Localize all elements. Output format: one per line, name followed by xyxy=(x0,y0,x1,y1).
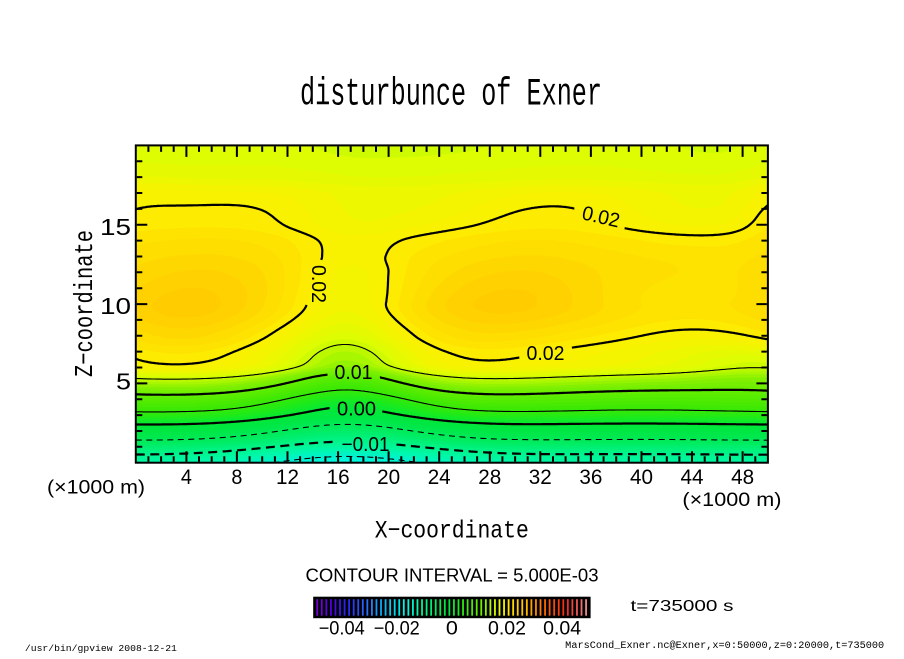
svg-text:24: 24 xyxy=(428,466,451,489)
svg-text:t=735000 s: t=735000 s xyxy=(631,598,734,615)
svg-text:(×1000 m): (×1000 m) xyxy=(682,490,781,511)
svg-text:12: 12 xyxy=(276,466,299,489)
svg-text:(×1000 m): (×1000 m) xyxy=(47,478,145,499)
svg-text:−0.04: −0.04 xyxy=(319,619,365,640)
svg-text:0.00: 0.00 xyxy=(337,399,376,421)
svg-text:8: 8 xyxy=(231,466,242,489)
svg-text:20: 20 xyxy=(377,466,400,489)
svg-text:disturbunce of Exner: disturbunce of Exner xyxy=(300,73,602,117)
svg-text:−0.01: −0.01 xyxy=(342,434,390,456)
svg-text:16: 16 xyxy=(327,466,350,489)
svg-text:0.02: 0.02 xyxy=(527,343,565,365)
svg-text:48: 48 xyxy=(731,466,754,489)
svg-text:X−coordinate: X−coordinate xyxy=(375,517,529,546)
svg-text:−0.02: −0.02 xyxy=(374,619,420,640)
svg-text:0: 0 xyxy=(446,619,458,640)
svg-text:10: 10 xyxy=(100,293,131,319)
svg-text:15: 15 xyxy=(100,214,131,240)
svg-text:CONTOUR INTERVAL = 5.000E-03: CONTOUR INTERVAL = 5.000E-03 xyxy=(306,566,599,586)
svg-text:0.02: 0.02 xyxy=(488,619,526,640)
svg-text:44: 44 xyxy=(681,466,704,489)
svg-text:4: 4 xyxy=(181,466,192,489)
svg-text:40: 40 xyxy=(630,466,653,489)
svg-text:MarsCond_Exner.nc@Exner,x=0:50: MarsCond_Exner.nc@Exner,x=0:50000,z=0:20… xyxy=(565,640,884,651)
svg-text:0.02: 0.02 xyxy=(307,265,329,303)
svg-text:Z−coordinate: Z−coordinate xyxy=(70,230,100,377)
svg-text:0.01: 0.01 xyxy=(335,362,373,384)
svg-text:28: 28 xyxy=(478,466,501,489)
svg-text:5: 5 xyxy=(116,369,131,395)
svg-text:32: 32 xyxy=(529,466,552,489)
svg-text:0.04: 0.04 xyxy=(543,619,581,640)
svg-text:/usr/bin/gpview 2008-12-21: /usr/bin/gpview 2008-12-21 xyxy=(25,643,177,654)
svg-text:36: 36 xyxy=(579,466,602,489)
